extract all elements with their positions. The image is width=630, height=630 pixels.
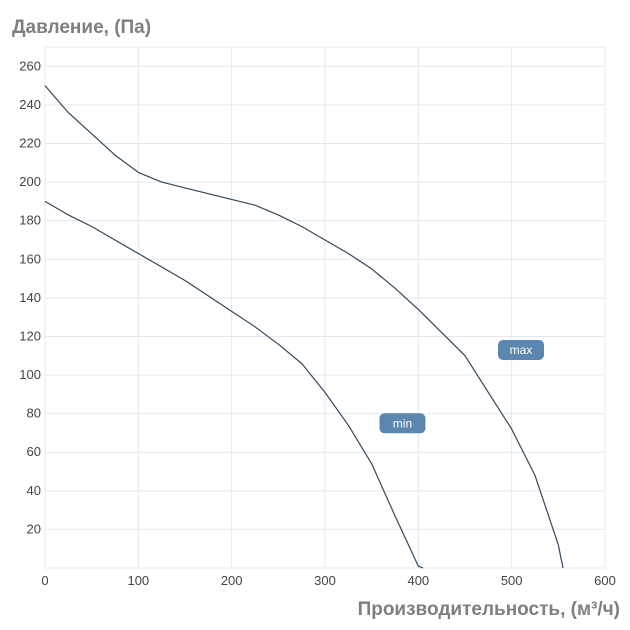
- x-tick-label: 0: [41, 573, 48, 588]
- y-tick-label: 200: [19, 174, 41, 189]
- annotation-layer: max min: [379, 339, 544, 434]
- badge-label: max: [510, 343, 533, 357]
- badge-label: min: [393, 416, 412, 430]
- series-line-max: [44, 85, 564, 569]
- x-tick-label: 200: [221, 573, 243, 588]
- badge-bg: [379, 413, 426, 434]
- x-tick-label: 100: [127, 573, 149, 588]
- x-axis-title: Производительность, (м³/ч): [358, 599, 620, 620]
- grid: [44, 46, 606, 569]
- x-axis-ticks: 0 100 200 300 400 500 600: [41, 573, 615, 588]
- badge-max: max: [498, 339, 544, 360]
- y-tick-label: 140: [19, 290, 41, 305]
- y-tick-label: 120: [19, 328, 41, 343]
- y-axis-title: Давление, (Па): [12, 17, 151, 38]
- x-tick-label: 500: [501, 573, 523, 588]
- badge-bg: [498, 339, 544, 360]
- x-tick-label: 600: [594, 573, 616, 588]
- y-tick-label: 180: [19, 213, 41, 228]
- series-layer: [44, 85, 564, 569]
- y-tick-label: 40: [27, 483, 41, 498]
- y-tick-label: 60: [27, 444, 41, 459]
- series-line-min: [44, 200, 424, 569]
- x-tick-label: 400: [407, 573, 429, 588]
- badge-min: min: [379, 413, 426, 434]
- y-tick-label: 220: [19, 135, 41, 150]
- x-tick-label: 300: [314, 573, 336, 588]
- y-tick-label: 240: [19, 97, 41, 112]
- y-tick-label: 260: [19, 58, 41, 73]
- y-tick-label: 100: [19, 367, 41, 382]
- y-tick-label: 80: [27, 406, 41, 421]
- y-tick-label: 160: [19, 251, 41, 266]
- y-axis-ticks: 20 40 60 80 100 120 140 160 180 200 220 240 260: [19, 58, 41, 536]
- y-tick-label: 20: [27, 521, 41, 536]
